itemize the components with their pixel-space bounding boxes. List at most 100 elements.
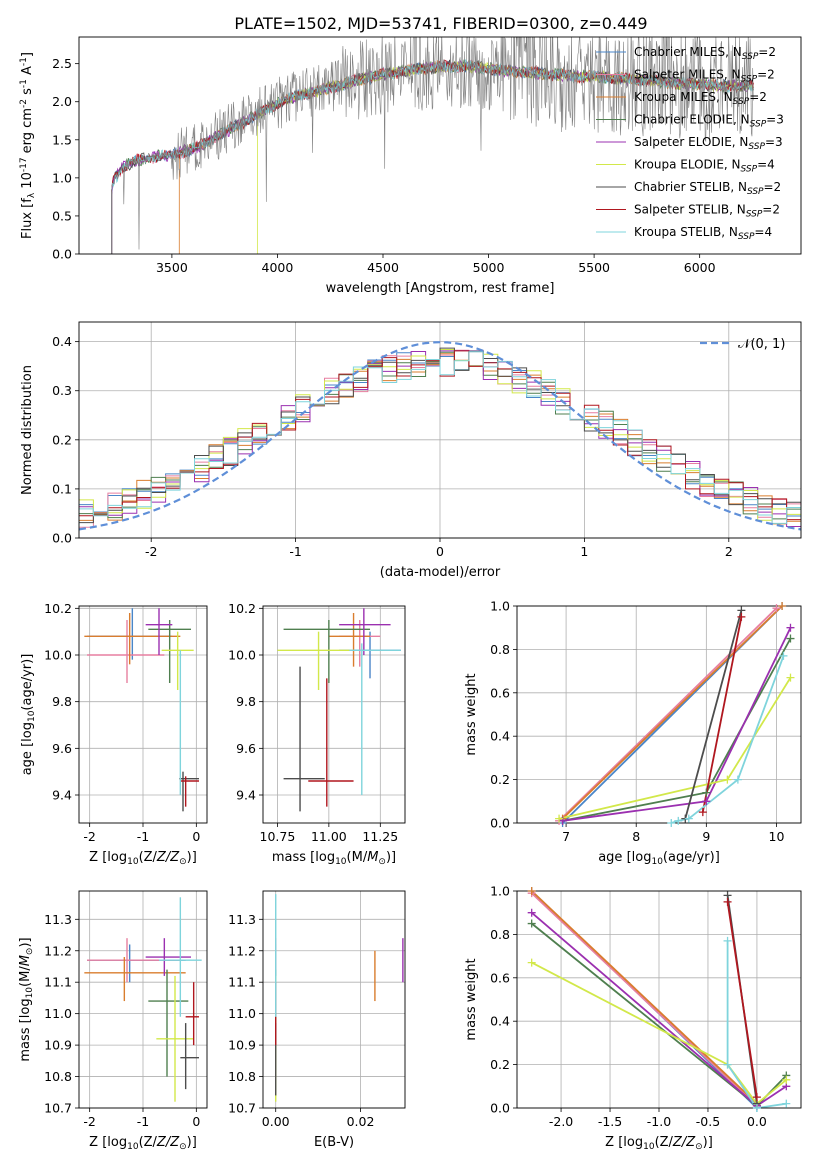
residual-histogram-8 [79,351,801,532]
x-tick-label: -1.5 [598,1114,622,1129]
y-tick-label: 0.5 [52,208,72,223]
axes-frame [516,890,802,1109]
x-tick-label: 9 [702,829,710,844]
weight-marker-5 [782,1075,791,1084]
weight-line-1 [531,892,758,1107]
weight-marker-3 [702,788,711,797]
weight-marker-4 [702,797,711,806]
plot-area-spectrum [111,37,754,254]
y-axis-label: Normed distribution [20,365,35,495]
chart-weight_vs_Z: -2.0 -1.5 -1.0 -0.5 0.0 0.0 0.2 0.4 0.6 0.8 1.0 Z [… [464,884,802,1152]
x-tick-label: 0.00 [262,1114,290,1129]
x-tick-label: 11.25 [362,829,398,844]
y-tick-label: 10.0 [228,648,256,663]
weight-line-8 [726,940,787,1108]
weight-marker-5 [786,673,795,682]
y-tick-label: 0.0 [52,247,72,262]
spectrum-legend: Chabrier MILES, NSSP=2 Salpeter MILES, NS… [596,45,784,242]
x-tick-label: 1 [580,544,588,559]
x-tick-label: -1 [137,1114,149,1129]
x-tick-label: -1.0 [647,1114,671,1129]
x-tick-label: 4000 [262,260,294,275]
y-tick-label: 10.7 [228,1101,256,1116]
weight-marker-3 [786,634,795,643]
y-tick-label: 0.8 [490,927,510,942]
axes-frame [262,605,406,824]
plot-area-age_vs_mass [277,608,401,812]
legend-label-3: Chabrier ELODIE, NSSP=3 [634,113,784,130]
y-tick-label: 10.2 [228,601,256,616]
y-tick-label: 0.4 [490,1014,510,1029]
y-tick-label: 10.8 [228,1069,256,1084]
x-tick-label: 11.00 [311,829,347,844]
y-tick-label: 11.3 [228,912,256,927]
y-tick-label: 0.3 [52,383,72,398]
chart-age_vs_mass: 10.75 11.00 11.25 9.4 9.6 9.8 10.0 10.2 mass [lo… [228,601,406,867]
weight-marker-1 [772,604,781,613]
weight-marker-5 [723,775,732,784]
y-tick-label: 9.6 [52,741,72,756]
x-tick-label: -2 [83,829,95,844]
x-tick-label: 0 [192,829,200,844]
x-tick-label: 3500 [156,260,188,275]
plot-area-weight_vs_age [558,606,792,823]
x-tick-label: -1 [137,829,149,844]
legend-label-8: Kroupa STELIB, NSSP=4 [634,225,772,242]
x-tick-label: 0 [192,1114,200,1129]
weight-line-6 [684,610,743,819]
chart-age_vs_Z: -2 -1 0 9.4 9.6 9.8 10.0 10.2 Z [log10(Z/Z/Z⊙)] a… [20,601,208,867]
y-tick-label: 10.2 [44,601,72,616]
x-tick-label: 5500 [578,260,610,275]
x-axis-label: E(B-V) [314,1135,354,1150]
plot-area-residuals [79,341,801,532]
x-tick-label: 6000 [684,260,716,275]
y-axis-label: mass weight [464,958,479,1040]
y-tick-label: 9.4 [236,788,256,803]
y-tick-label: 0.2 [52,432,72,447]
x-axis-label: (data-model)/error [380,565,501,580]
y-tick-label: 11.1 [44,975,72,990]
weight-marker-8 [779,651,788,660]
y-tick-label: 0.6 [490,970,510,985]
y-tick-label: 10.7 [44,1101,72,1116]
weight-marker-8 [733,775,742,784]
weight-line-5 [531,961,787,1105]
x-tick-label: 10.75 [260,829,296,844]
x-axis-label: Z [log10(Z/Z/Z⊙)] [89,850,197,867]
weight-marker-7 [698,808,707,817]
legend-label-7: Salpeter STELIB, NSSP=2 [634,203,780,220]
x-tick-label: -2 [145,544,157,559]
axes-frame [78,321,802,539]
observed-spectrum [111,37,754,254]
legend-label-6: Chabrier STELIB, NSSP=2 [634,180,781,197]
axes-frame [78,605,208,824]
weight-marker-7 [737,612,746,621]
weight-line-2 [531,891,758,1105]
weight-marker-4 [527,908,536,917]
x-axis-label: Z [log10(Z/Z/Z⊙)] [89,1135,197,1152]
x-tick-label: 0.02 [347,1114,375,1129]
chart-residuals: -2 -1 0 1 2 0.0 0.1 0.2 0.3 0.4 (data-model)/error… [20,321,802,580]
y-tick-label: 11.0 [228,1006,256,1021]
legend-label-0: Chabrier MILES, NSSP=2 [634,45,776,62]
x-axis-label: age [log10(age/yr)] [598,850,720,867]
x-tick-label: 5000 [473,260,505,275]
weight-marker-5 [555,814,564,823]
y-tick-label: 10.8 [44,1069,72,1084]
weight-marker-8 [723,936,732,945]
axes-frame [78,890,208,1109]
x-axis-label: Z [log10(Z/Z/Z⊙)] [605,1135,713,1152]
axes-frame [516,605,802,824]
y-axis-label: age [log10(age/yr)] [20,654,37,776]
weight-marker-8 [667,819,676,827]
weight-line-2 [561,606,783,820]
y-tick-label: 0.0 [52,531,72,546]
y-tick-label: 10.9 [228,1038,256,1053]
y-tick-label: 0.4 [490,729,510,744]
x-tick-label: 4500 [367,260,399,275]
y-tick-label: 0.8 [490,642,510,657]
weight-marker-3 [527,919,536,928]
y-tick-label: 0.2 [490,772,510,787]
y-tick-label: 0.2 [490,1057,510,1072]
chart-weight_vs_age: 7 8 9 10 0.0 0.2 0.4 0.6 0.8 1.0 age [log10(age/yr… [464,599,802,867]
